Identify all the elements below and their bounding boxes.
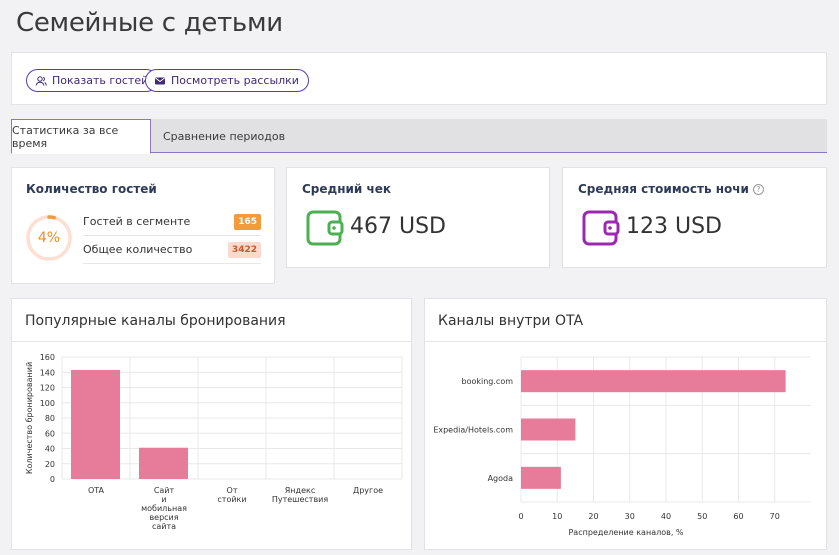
panel-divider xyxy=(425,341,826,342)
guests-count-card: Количество гостей 4% Гостей в сегменте 1… xyxy=(11,167,275,284)
users-icon xyxy=(35,75,47,86)
x-tick-label: 70 xyxy=(770,512,780,521)
x-tick-label: 30 xyxy=(625,512,635,521)
y-tick-label: 160 xyxy=(40,353,55,362)
guests-percent: 4% xyxy=(37,230,61,246)
view-mailings-button[interactable]: Посмотреть рассылки xyxy=(145,69,309,92)
x-tick-label: 10 xyxy=(552,512,562,521)
help-icon[interactable]: ? xyxy=(752,184,764,195)
panel-divider xyxy=(12,341,411,342)
bar xyxy=(139,447,188,479)
y-tick-label: Expedia/Hotels.com xyxy=(433,426,513,435)
y-tick-label: 0 xyxy=(50,475,55,484)
tabs-bar: Статистика за все время Сравнение период… xyxy=(11,119,827,154)
view-mailings-label: Посмотреть рассылки xyxy=(171,74,299,87)
x-tick-label: мобильная xyxy=(141,504,187,513)
x-tick-label: 60 xyxy=(733,512,743,521)
y-tick-label: 100 xyxy=(40,399,55,408)
wallet-icon xyxy=(582,210,620,246)
avg-check-card: Средний чек 467 USD xyxy=(286,167,550,268)
tab-period-comparison[interactable]: Сравнение периодов xyxy=(163,129,286,143)
show-guests-button[interactable]: Показать гостей xyxy=(26,69,159,92)
y-tick-label: 60 xyxy=(45,429,55,438)
x-tick-label: 40 xyxy=(661,512,671,521)
x-tick-label: версия xyxy=(149,513,178,522)
y-tick-label: 120 xyxy=(40,384,55,393)
ota-channels-chart: 0 10 20 30 40 50 60 70 booking.com Expedia/Hotels… xyxy=(433,356,811,537)
guests-donut xyxy=(26,215,72,261)
bar xyxy=(71,369,120,479)
x-axis-label: Распределение каналов, % xyxy=(568,528,683,537)
bar xyxy=(521,418,576,441)
guests-total-label: Общее количество xyxy=(83,243,193,256)
booking-channels-title: Популярные каналы бронирования xyxy=(25,313,286,329)
y-tick-label: 20 xyxy=(45,460,55,469)
y-axis-label: Количество бронирований xyxy=(25,362,34,474)
guests-segment-badge: 165 xyxy=(234,213,261,230)
x-tick-label: стойки xyxy=(217,495,246,504)
ota-channels-panel: Каналы внутри OTA 0 10 20 30 40 50 60 70 booking… xyxy=(424,298,827,550)
y-tick-label: Agoda xyxy=(488,474,514,483)
x-tick-label: Яндекс xyxy=(285,486,315,495)
avg-night-value: 123 USD xyxy=(626,214,722,239)
bar xyxy=(521,466,561,489)
avg-check-title: Средний чек xyxy=(302,182,392,196)
guests-segment-row: Гостей в сегменте 165 xyxy=(83,208,261,236)
y-tick-label: booking.com xyxy=(462,377,514,386)
x-tick-label: OTA xyxy=(88,486,105,495)
x-tick-label: От xyxy=(227,486,238,495)
x-tick-label: Сайт xyxy=(154,486,175,495)
avg-night-title: Средняя стоимость ночи xyxy=(578,182,749,196)
guests-total-row: Общее количество 3422 xyxy=(83,236,261,264)
x-tick-label: и xyxy=(161,495,166,504)
tab-all-time-stats[interactable]: Статистика за все время xyxy=(11,119,151,154)
guests-total-badge: 3422 xyxy=(227,241,261,258)
y-tick-label: 140 xyxy=(40,368,55,377)
booking-channels-panel: Популярные каналы бронирования 0 20 40 60 80… xyxy=(11,298,412,550)
page-title: Семейные с детьми xyxy=(16,8,283,38)
y-tick-label: 40 xyxy=(45,445,55,454)
bar xyxy=(521,370,786,393)
x-tick-label: 20 xyxy=(588,512,598,521)
avg-check-value: 467 USD xyxy=(350,214,446,239)
show-guests-label: Показать гостей xyxy=(52,74,149,87)
envelope-icon xyxy=(155,77,165,84)
ota-channels-title: Каналы внутри OTA xyxy=(438,313,584,329)
avg-night-card: Средняя стоимость ночи? 123 USD xyxy=(562,167,827,268)
guests-count-title: Количество гостей xyxy=(26,182,157,196)
actions-card: Показать гостей Посмотреть рассылки xyxy=(11,52,827,105)
x-tick-label: сайта xyxy=(152,522,176,531)
x-tick-label: Путешествия xyxy=(272,495,329,504)
x-tick-label: 0 xyxy=(518,512,523,521)
avg-night-title-wrap: Средняя стоимость ночи? xyxy=(578,182,764,196)
booking-channels-chart: 0 20 40 60 80 100 120 140 160 Количество брониров… xyxy=(25,353,403,531)
wallet-icon xyxy=(306,210,344,246)
y-tick-label: 80 xyxy=(45,414,55,423)
x-tick-label: 50 xyxy=(697,512,707,521)
x-tick-label: Другое xyxy=(353,486,383,495)
guests-segment-label: Гостей в сегменте xyxy=(83,215,191,228)
